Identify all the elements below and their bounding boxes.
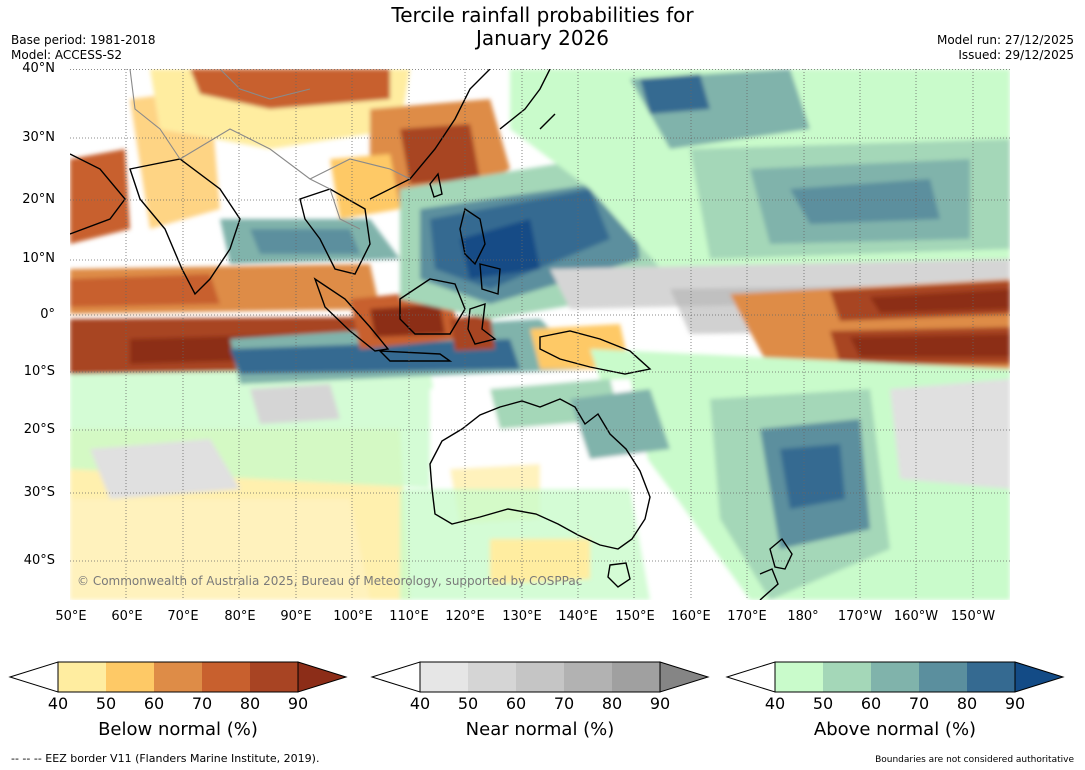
colorbar-below-tick: 50 xyxy=(95,694,117,713)
lon-label-90e: 90°E xyxy=(280,609,312,624)
lon-label-120e: 120°E xyxy=(445,609,485,624)
colorbar-above-tick: 50 xyxy=(812,694,834,713)
colorbar-near-seg xyxy=(468,662,516,692)
lon-label-80e: 80°E xyxy=(224,609,256,624)
map-canvas xyxy=(70,69,1010,600)
probability-field xyxy=(70,69,1010,600)
meta-right: Model run: 27/12/2025 Issued: 29/12/2025 xyxy=(937,33,1074,63)
lon-label-70e: 70°E xyxy=(167,609,199,624)
base-period-text: Base period: 1981-2018 xyxy=(11,33,156,47)
lon-label-170e: 170°E xyxy=(727,609,767,624)
colorbar-below-seg xyxy=(106,662,154,692)
lon-label-150e: 150°E xyxy=(615,609,655,624)
lon-label-150w: 150°W xyxy=(950,609,996,624)
lat-label-30s: 30°S xyxy=(23,485,55,500)
lon-label-160e: 160°E xyxy=(671,609,711,624)
colorbar-near-tick: 60 xyxy=(505,694,527,713)
colorbar-near-seg xyxy=(612,662,660,692)
colorbar-below-low-arrow xyxy=(8,661,59,693)
colorbar-above-seg xyxy=(871,662,919,692)
lat-label-20s: 20°S xyxy=(23,422,55,437)
colorbar-near-seg xyxy=(516,662,564,692)
colorbar-below-tick: 40 xyxy=(47,694,69,713)
coastlines xyxy=(70,69,793,600)
colorbar-near-tick: 90 xyxy=(649,694,671,713)
colorbar-near-title: Near normal (%) xyxy=(465,719,615,740)
lon-label-140e: 140°E xyxy=(558,609,598,624)
lat-label-10n: 10°N xyxy=(22,251,55,266)
eez-border-note: -- -- -- EEZ border V11 (Flanders Marine… xyxy=(11,752,320,765)
colorbar-below-seg xyxy=(58,662,106,692)
lon-label-160w: 160°W xyxy=(893,609,939,624)
colorbar-below-tick: 90 xyxy=(287,694,309,713)
country-borders xyxy=(129,69,411,230)
colorbar-above xyxy=(725,661,1065,693)
boundary-disclaimer: Boundaries are not considered authoritat… xyxy=(875,755,1074,765)
issued-text: Issued: 29/12/2025 xyxy=(958,48,1074,62)
colorbar-near-seg xyxy=(420,662,468,692)
colorbar-near-seg xyxy=(564,662,612,692)
map-title-line1: Tercile rainfall probabilities for xyxy=(391,3,694,27)
colorbar-above-low-arrow xyxy=(725,661,776,693)
copyright-text: © Commonwealth of Australia 2025, Bureau… xyxy=(77,574,583,588)
colorbar-below-seg xyxy=(154,662,202,692)
colorbar-below-tick: 80 xyxy=(239,694,261,713)
colorbar-above-seg xyxy=(919,662,967,692)
rainfall-map: © Commonwealth of Australia 2025, Bureau… xyxy=(70,69,1010,600)
lat-label-40n: 40°N xyxy=(22,61,55,76)
colorbar-above-seg xyxy=(967,662,1015,692)
colorbar-below-title: Below normal (%) xyxy=(98,719,258,740)
colorbar-near-low-arrow xyxy=(370,661,421,693)
lon-label-180: 180° xyxy=(787,609,819,624)
colorbar-below-tick: 70 xyxy=(191,694,213,713)
colorbar-below xyxy=(8,661,348,693)
colorbar-above-tick: 90 xyxy=(1004,694,1026,713)
colorbar-below-high-arrow xyxy=(297,661,348,693)
colorbar-above-tick: 40 xyxy=(764,694,786,713)
lon-label-110e: 110°E xyxy=(389,609,429,624)
lon-label-130e: 130°E xyxy=(502,609,542,624)
lon-label-170w: 170°W xyxy=(837,609,883,624)
lon-label-100e: 100°E xyxy=(333,609,373,624)
colorbar-above-high-arrow xyxy=(1014,661,1065,693)
lat-label-20n: 20°N xyxy=(22,192,55,207)
colorbar-near-tick: 70 xyxy=(553,694,575,713)
lat-label-0: 0° xyxy=(40,307,55,322)
colorbar-near xyxy=(370,661,710,693)
colorbar-above-title: Above normal (%) xyxy=(813,719,977,740)
colorbar-below-seg xyxy=(202,662,250,692)
colorbar-above-tick: 80 xyxy=(956,694,978,713)
lat-label-30n: 30°N xyxy=(22,130,55,145)
meta-left: Base period: 1981-2018 Model: ACCESS-S2 xyxy=(11,33,156,63)
colorbar-above-seg xyxy=(775,662,823,692)
colorbar-near-high-arrow xyxy=(659,661,710,693)
colorbar-near-tick: 50 xyxy=(457,694,479,713)
colorbar-near-tick: 80 xyxy=(601,694,623,713)
colorbar-near-tick: 40 xyxy=(409,694,431,713)
lat-label-10s: 10°S xyxy=(23,364,55,379)
map-title: Tercile rainfall probabilities for Janua… xyxy=(0,4,1085,50)
colorbar-above-seg xyxy=(823,662,871,692)
lon-label-60e: 60°E xyxy=(111,609,143,624)
lat-label-40s: 40°S xyxy=(23,553,55,568)
colorbar-above-tick: 70 xyxy=(908,694,930,713)
map-title-line2: January 2026 xyxy=(475,26,610,50)
colorbar-above-tick: 60 xyxy=(860,694,882,713)
model-run-text: Model run: 27/12/2025 xyxy=(936,33,1074,47)
graticule xyxy=(70,69,1010,600)
model-text: Model: ACCESS-S2 xyxy=(11,48,123,62)
colorbar-below-tick: 60 xyxy=(143,694,165,713)
lon-label-50e: 50°E xyxy=(55,609,87,624)
colorbar-below-seg xyxy=(250,662,298,692)
